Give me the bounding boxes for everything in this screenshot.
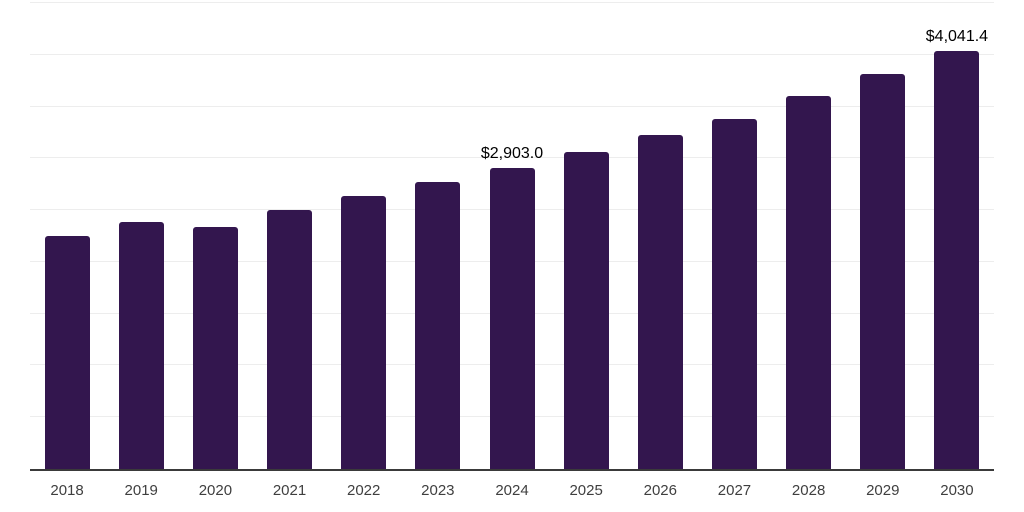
- bar-2023: [415, 182, 461, 469]
- bar-2018: [44, 236, 90, 469]
- bar-2024: [489, 168, 535, 469]
- x-tick-2023: 2023: [421, 482, 455, 499]
- x-tick-2029: 2029: [866, 482, 900, 499]
- x-tick-2026: 2026: [643, 482, 677, 499]
- gridline: [30, 105, 994, 107]
- x-tick-2018: 2018: [50, 482, 84, 499]
- x-tick-2019: 2019: [124, 482, 158, 499]
- bar-2028: [786, 96, 832, 469]
- gridline: [30, 157, 994, 159]
- x-tick-2025: 2025: [569, 482, 603, 499]
- bar-2019: [118, 222, 164, 469]
- bar-2026: [637, 134, 683, 469]
- x-tick-2028: 2028: [791, 482, 826, 499]
- x-tick-2027: 2027: [717, 482, 752, 499]
- x-tick-2022: 2022: [347, 482, 381, 499]
- gridline: [30, 2, 994, 3]
- x-tick-2024: 2024: [495, 482, 529, 499]
- gridline: [30, 53, 994, 55]
- x-tick-2030: 2030: [940, 482, 974, 499]
- bar-2021: [267, 209, 313, 469]
- bar-2022: [341, 195, 387, 469]
- bar-2025: [563, 152, 609, 469]
- bar-2029: [860, 74, 906, 469]
- bar-2020: [192, 227, 238, 469]
- bar-2030: [934, 50, 980, 469]
- x-tick-2021: 2021: [272, 482, 307, 499]
- x-axis-tick-labels: 2018 2019 2020 2021 2022 2023 2024 2025 2026 2027…: [30, 482, 994, 504]
- plot-area: $2,903.0 $4,041.4: [30, 2, 994, 471]
- x-tick-2020: 2020: [198, 482, 233, 499]
- data-label-2024: $2,903.0: [480, 145, 544, 163]
- data-label-2030: $4,041.4: [925, 27, 989, 45]
- bar-2027: [711, 119, 757, 469]
